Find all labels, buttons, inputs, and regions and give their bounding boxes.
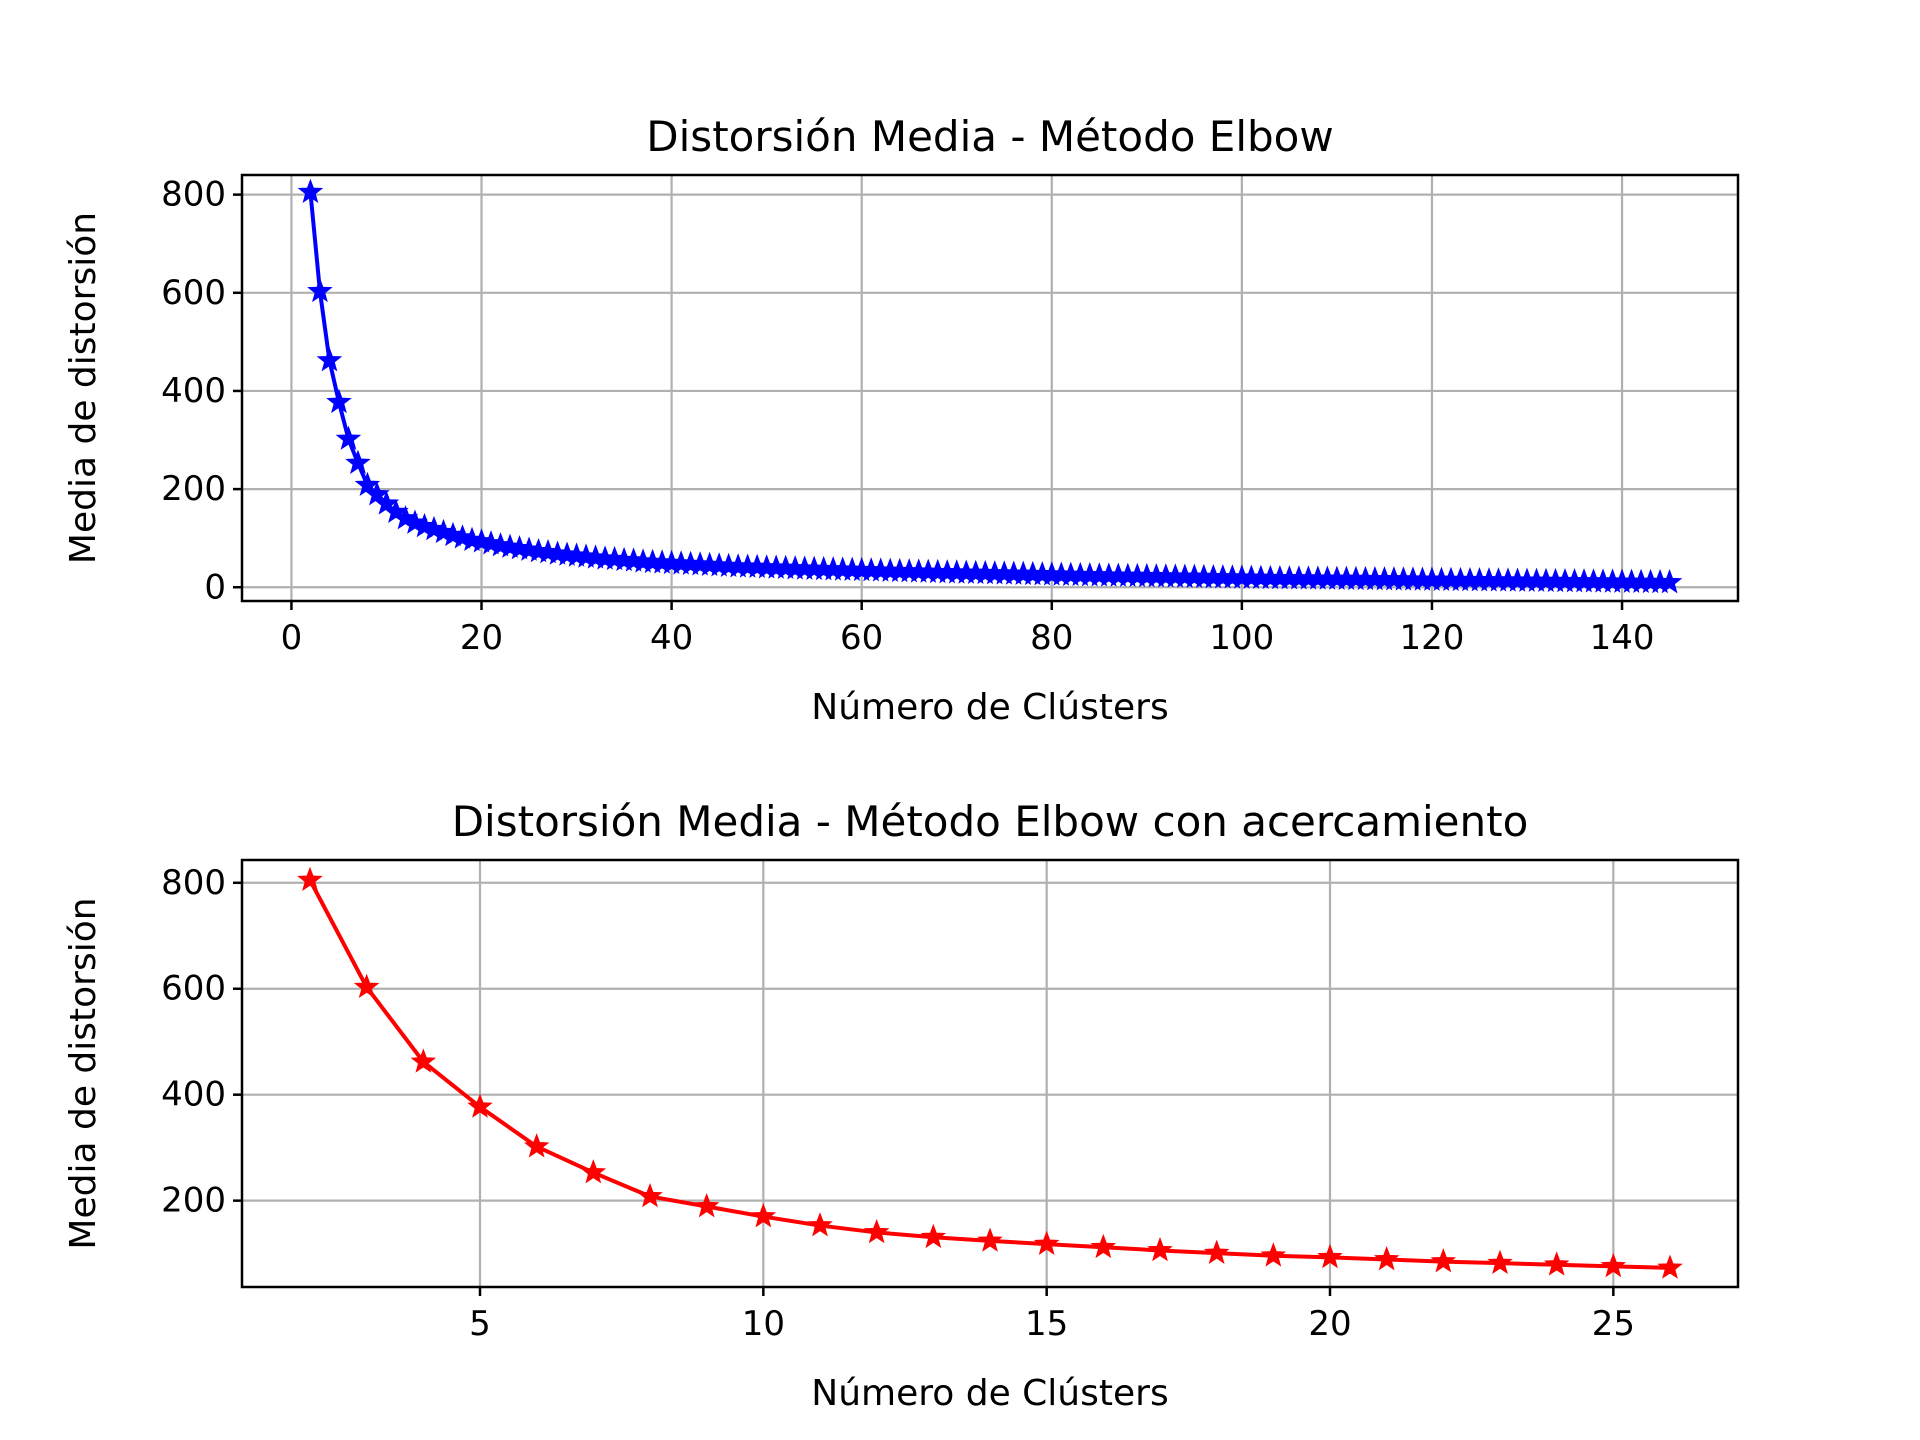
data-point-marker (1656, 569, 1683, 594)
data-point-marker (1373, 1246, 1400, 1271)
x-axis-label: Número de Clústers (811, 1373, 1168, 1414)
x-axis-label: Número de Clústers (811, 687, 1168, 728)
y-tick-label: 600 (161, 969, 226, 1009)
data-point-marker (1260, 1242, 1287, 1267)
data-point-marker (1203, 1239, 1230, 1264)
y-tick-label: 800 (161, 175, 226, 215)
y-tick-label: 400 (161, 371, 226, 411)
chart-1: 0 20 40 60 80 100 120 140 0 200 400 600 800 Distorsió… (63, 112, 1740, 728)
y-tick-label: 600 (161, 273, 226, 313)
x-tick-label: 5 (469, 1304, 491, 1344)
x-tick-label: 60 (840, 618, 883, 658)
y-tick-label: 200 (161, 1181, 226, 1221)
data-point-marker (297, 866, 323, 891)
x-tick-label: 10 (742, 1304, 785, 1344)
x-tick-label: 100 (1209, 618, 1274, 658)
y-tick-label: 200 (161, 469, 226, 509)
data-point-marker (693, 1193, 720, 1218)
chart-2: 5 10 15 20 25 200 400 600 800 Distorsión Media - … (63, 797, 1740, 1414)
data-point-marker (1487, 1249, 1513, 1275)
data-point-marker (1600, 1252, 1627, 1278)
chart-title: Distorsión Media - Método Elbow con acer… (452, 797, 1529, 846)
x-tick-label: 20 (460, 618, 503, 658)
data-point-marker (1033, 1230, 1060, 1255)
data-point-marker (863, 1219, 890, 1244)
data-point-marker (523, 1133, 550, 1158)
data-point-marker (326, 388, 352, 414)
data-point-marker (467, 1093, 493, 1118)
y-tick-label: 0 (204, 567, 226, 607)
y-axis-label: Media de distorsión (63, 897, 104, 1249)
y-tick-label: 800 (161, 863, 226, 903)
data-point-marker (1657, 1254, 1683, 1279)
data-point-marker (316, 347, 343, 372)
data-point-marker (410, 1048, 437, 1073)
x-tick-label: 120 (1400, 618, 1465, 658)
data-point-marker (637, 1182, 663, 1208)
data-point-marker (297, 178, 324, 204)
x-tick-label: 80 (1030, 618, 1073, 658)
data-point-marker (580, 1159, 607, 1184)
data-point-marker (1430, 1248, 1457, 1273)
data-point-marker (1317, 1243, 1343, 1269)
x-tick-label: 20 (1308, 1304, 1351, 1344)
data-point-marker (1090, 1233, 1117, 1259)
plot-frame (240, 858, 1740, 1289)
data-point-marker (1543, 1251, 1570, 1276)
data-point-marker (345, 449, 371, 474)
data-point-marker (807, 1212, 833, 1237)
y-tick-label: 400 (161, 1075, 226, 1115)
x-tick-label: 140 (1590, 618, 1655, 658)
x-tick-label: 15 (1025, 1304, 1068, 1344)
chart-title: Distorsión Media - Método Elbow (646, 112, 1333, 161)
y-axis-label: Media de distorsión (63, 212, 104, 564)
data-point-marker (1147, 1237, 1173, 1262)
data-point-marker (750, 1203, 777, 1228)
data-point-marker (353, 973, 380, 999)
data-point-marker (977, 1227, 1003, 1252)
x-tick-label: 40 (650, 618, 693, 658)
x-tick-label: 25 (1592, 1304, 1635, 1344)
plot-frame (240, 173, 1740, 603)
x-tick-label: 0 (281, 618, 303, 658)
data-point-marker (920, 1223, 947, 1249)
data-point-marker (335, 425, 362, 450)
data-point-marker (307, 277, 333, 303)
